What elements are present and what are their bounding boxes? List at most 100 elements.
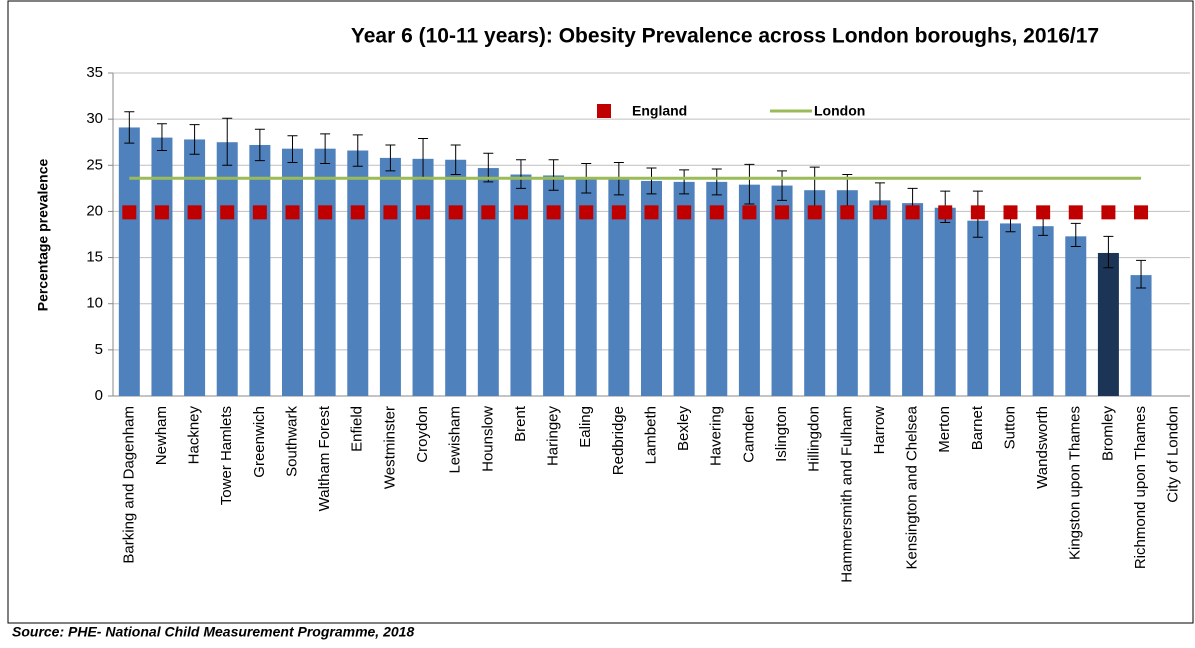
england-marker (546, 205, 561, 220)
x-tick-label: Lewisham (447, 406, 464, 474)
y-tick-label: 25 (86, 156, 103, 173)
chart-title: Year 6 (10-11 years): Obesity Prevalence… (351, 25, 1099, 48)
bar (1065, 236, 1087, 396)
x-tick-label: City of London (1165, 406, 1182, 503)
x-tick-label: Hillingdon (806, 406, 823, 472)
england-marker (1101, 205, 1116, 220)
england-marker (905, 205, 920, 220)
y-tick-label: 0 (95, 387, 103, 404)
x-tick-label: Wandsworth (1034, 406, 1051, 489)
bar (510, 174, 532, 396)
england-marker (872, 205, 887, 220)
bar (738, 184, 760, 396)
england-marker (1068, 205, 1083, 220)
x-tick-label: Redbridge (610, 406, 627, 475)
error-bar (254, 128, 265, 162)
england-marker (742, 205, 757, 220)
x-tick-label: Newham (153, 406, 170, 465)
bar (673, 181, 695, 396)
error-bar (1103, 235, 1114, 269)
error-bar (320, 133, 331, 164)
x-tick-label: Hackney (186, 406, 203, 465)
bar (706, 181, 728, 396)
bar (1130, 275, 1152, 396)
error-bar (711, 168, 722, 196)
bar (249, 144, 271, 396)
x-tick-label: Haringey (545, 406, 562, 467)
england-marker (1036, 205, 1051, 220)
x-tick-label: Hammersmith and Fulham (838, 406, 855, 583)
bar (967, 220, 989, 396)
england-marker (579, 205, 594, 220)
england-marker (122, 205, 137, 220)
bar (1000, 223, 1021, 396)
england-marker (350, 205, 365, 220)
legend-label: London (814, 103, 865, 119)
bar (641, 180, 662, 396)
england-marker (840, 205, 855, 220)
error-bar (1070, 222, 1081, 247)
error-bar (777, 170, 788, 201)
bar (608, 179, 630, 396)
error-bar (124, 111, 135, 144)
bar (118, 127, 140, 396)
england-marker (709, 205, 724, 220)
england-marker (513, 205, 528, 220)
england-marker (154, 205, 169, 220)
x-tick-label: Bexley (675, 406, 692, 452)
x-tick-label: Kensington and Chelsea (904, 405, 921, 569)
y-tick-label: 15 (86, 249, 103, 266)
england-marker (187, 205, 202, 220)
x-tick-label: Southwark (283, 406, 300, 477)
legend-swatch (597, 104, 611, 118)
y-axis-label: Percentage prevalence (35, 159, 51, 312)
error-bar (646, 167, 657, 195)
x-tick-label: Richmond upon Thames (1132, 406, 1149, 569)
x-tick-label: Barking and Dagenham (120, 406, 137, 564)
bar (771, 185, 793, 396)
bar (412, 158, 434, 396)
bar (445, 159, 467, 396)
x-tick-label: Barnet (969, 405, 986, 450)
england-marker (318, 205, 333, 220)
x-tick-label: Sutton (1001, 406, 1018, 449)
x-tick-label: Harrow (871, 406, 888, 455)
england-marker (252, 205, 267, 220)
england-marker (1003, 205, 1018, 220)
error-bar (679, 169, 690, 195)
bar (575, 179, 597, 396)
error-bar (287, 135, 298, 164)
x-tick-label: Islington (773, 406, 790, 462)
x-tick-label: Hounslow (479, 406, 496, 472)
x-tick-label: Bromley (1099, 406, 1116, 462)
x-tick-label: Ealing (577, 406, 594, 448)
x-tick-label: Greenwich (251, 406, 268, 478)
england-marker (285, 205, 300, 220)
x-tick-label: Waltham Forest (316, 405, 333, 511)
bar (314, 148, 336, 396)
bar (151, 137, 173, 396)
y-tick-label: 10 (86, 295, 103, 312)
y-tick-label: 20 (86, 202, 103, 219)
bar (934, 207, 956, 396)
bar (869, 200, 891, 396)
error-bar (450, 144, 461, 176)
england-marker (448, 205, 463, 220)
x-tick-label: Merton (936, 406, 953, 453)
x-tick-label: Lambeth (642, 406, 659, 464)
england-marker (220, 205, 235, 220)
error-bar (548, 159, 559, 191)
england-marker (677, 205, 692, 220)
england-marker (775, 205, 790, 220)
error-bar (1136, 259, 1147, 289)
error-bar (156, 123, 167, 152)
x-tick-label: Brent (512, 405, 529, 442)
england-marker (383, 205, 398, 220)
error-bar (189, 124, 200, 155)
bar (1032, 226, 1054, 396)
bar (347, 150, 369, 396)
source-note: Source: PHE- National Child Measurement … (12, 624, 414, 640)
england-marker (416, 205, 431, 220)
england-marker (481, 205, 496, 220)
